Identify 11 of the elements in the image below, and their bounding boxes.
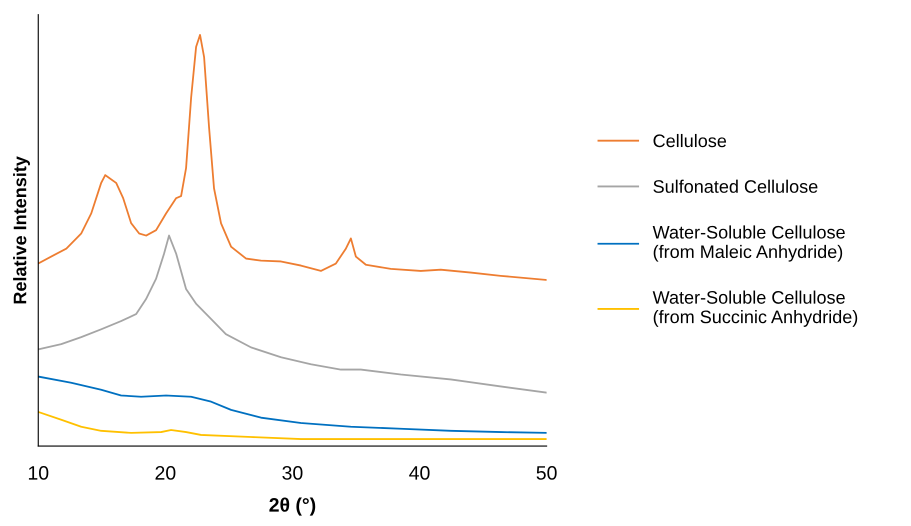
legend-label: Cellulose xyxy=(654,134,726,148)
x-tick-label: 50 xyxy=(536,466,557,480)
legend-label: Water-Soluble Cellulose (from Maleic Anhydride) xyxy=(652,225,845,262)
y-axis-title: Relative Intensity xyxy=(13,156,30,304)
legend-label: Water-Soluble Cellulose (from Succinic Anhydride) xyxy=(652,290,858,327)
legend-label: Sulfonated Cellulose xyxy=(653,180,818,193)
x-tick-label: 30 xyxy=(282,466,302,480)
x-axis-title: 2θ (°) xyxy=(269,498,316,516)
x-tick-label: 10 xyxy=(28,466,48,480)
x-tick-label: 20 xyxy=(156,466,176,480)
x-tick-label: 40 xyxy=(409,466,430,480)
